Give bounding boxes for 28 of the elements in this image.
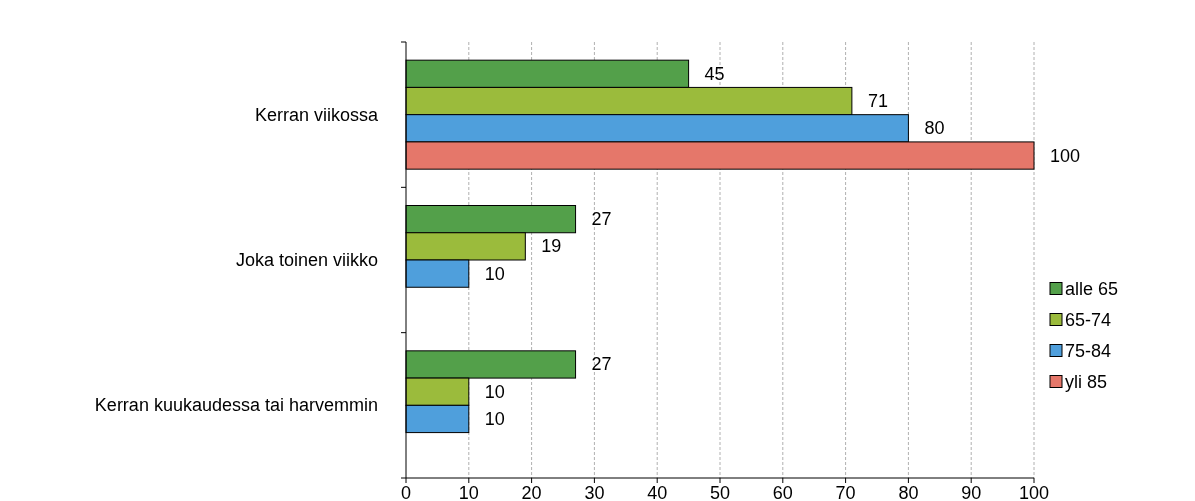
data-label: 27 bbox=[591, 209, 612, 230]
x-tick-label: 70 bbox=[835, 483, 856, 501]
y-tick-label: Kerran kuukaudessa tai harvemmin bbox=[94, 395, 378, 416]
x-tick-label: 30 bbox=[584, 483, 605, 501]
data-label: 10 bbox=[484, 381, 505, 402]
x-tick-label: 40 bbox=[647, 483, 668, 501]
x-tick-label: 20 bbox=[521, 483, 542, 501]
x-tick-label: 80 bbox=[898, 483, 919, 501]
legend-label: 65-74 bbox=[1065, 309, 1112, 330]
data-label: 45 bbox=[704, 63, 725, 84]
data-label: 10 bbox=[484, 263, 505, 284]
data-label: 71 bbox=[867, 91, 888, 112]
y-tick-label: Joka toinen viikko bbox=[235, 250, 378, 270]
legend-label: yli 85 bbox=[1065, 371, 1108, 392]
data-label: 100 bbox=[1050, 145, 1081, 166]
data-label: 19 bbox=[541, 236, 562, 257]
x-tick-label: 100 bbox=[1018, 483, 1050, 501]
x-tick-label: 10 bbox=[458, 483, 479, 501]
legend-label: 75-84 bbox=[1065, 340, 1112, 361]
data-label: 80 bbox=[924, 118, 945, 139]
data-label: 10 bbox=[484, 408, 505, 429]
x-tick-label: 0 bbox=[400, 483, 412, 501]
x-tick-label: 50 bbox=[709, 483, 731, 501]
y-tick-label: Kerran viikossa bbox=[254, 104, 379, 125]
x-tick-label: 90 bbox=[961, 483, 982, 501]
data-label: 27 bbox=[591, 354, 612, 375]
legend-label: alle 65 bbox=[1065, 278, 1119, 299]
x-tick-label: 60 bbox=[772, 483, 793, 501]
